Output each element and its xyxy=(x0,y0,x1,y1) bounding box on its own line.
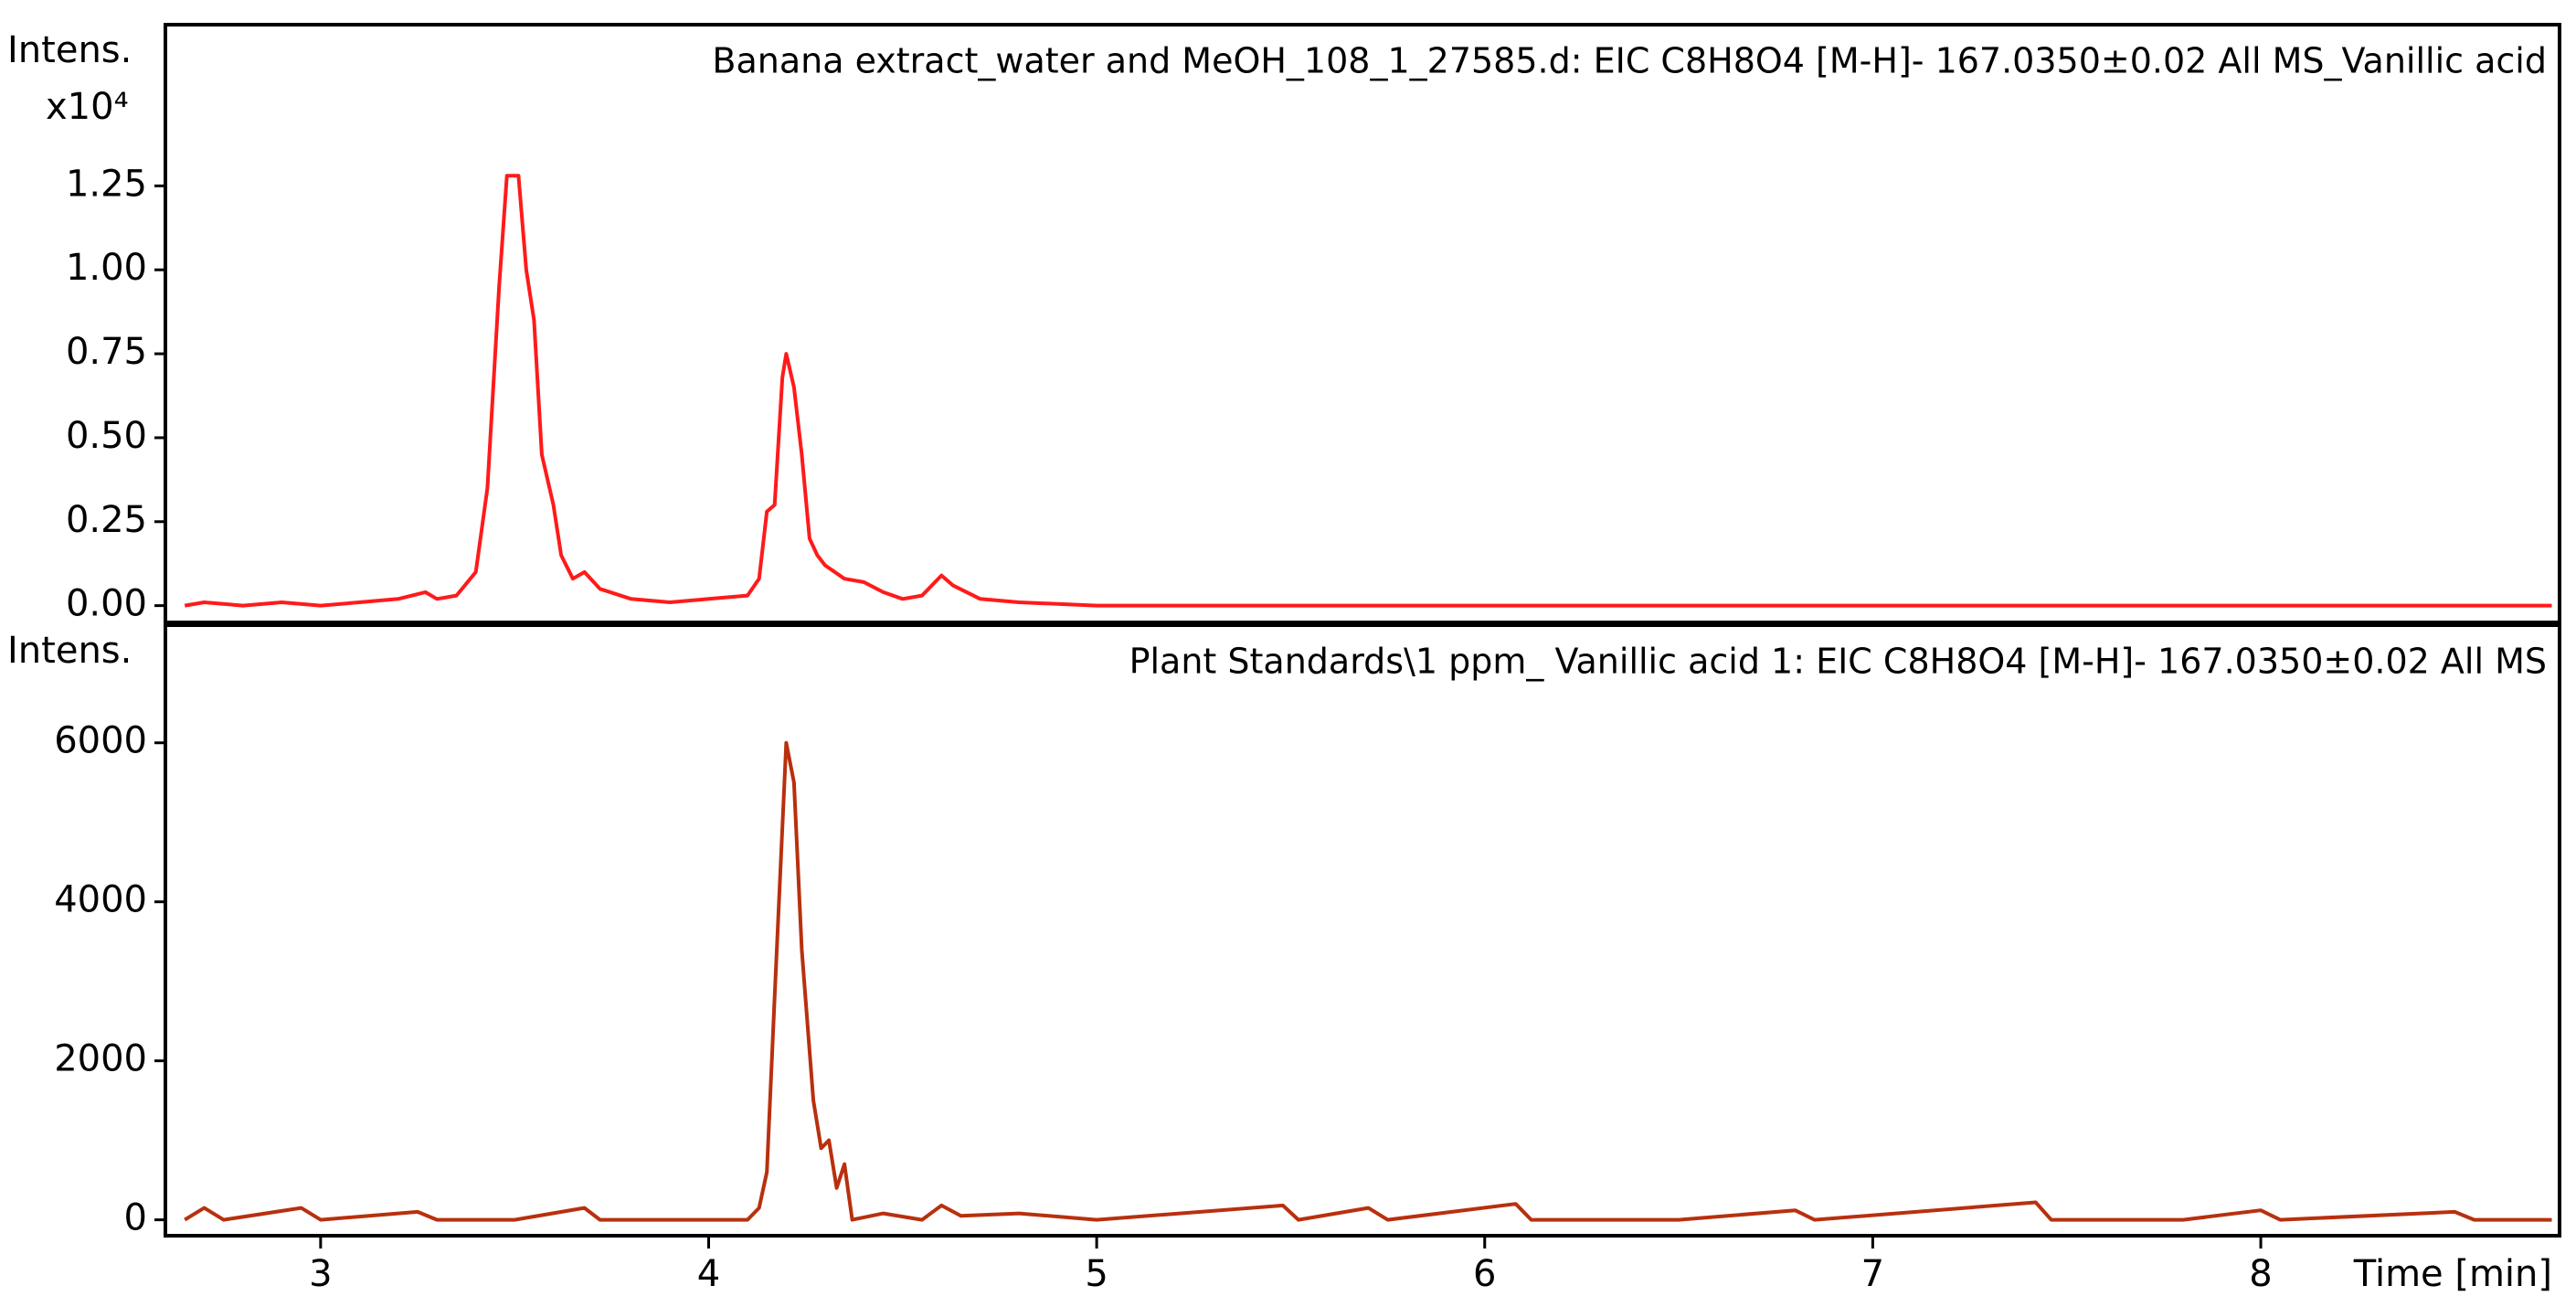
trace xyxy=(184,174,2552,608)
panel-title: Banana extract_water and MeOH_108_1_2758… xyxy=(712,41,2547,81)
x-tick-label: 4 xyxy=(697,1253,720,1295)
y-tick-label: 6000 xyxy=(54,720,147,762)
y-tick-label: 0.00 xyxy=(66,583,147,625)
y-tick-label: 1.25 xyxy=(66,163,147,205)
y-tick-label: 2000 xyxy=(54,1038,147,1080)
y-tick-label: 0.75 xyxy=(66,331,147,373)
y-tick-label: 1.00 xyxy=(66,247,147,289)
x-tick-label: 7 xyxy=(1861,1253,1884,1295)
plot-frame xyxy=(164,623,2561,1238)
y-scale-label: x10⁴ xyxy=(46,86,129,128)
panel-title: Plant Standards\1 ppm_ Vanillic acid 1: … xyxy=(1129,642,2547,682)
x-tick-label: 8 xyxy=(2249,1253,2272,1295)
y-tick-label: 0 xyxy=(124,1197,147,1239)
x-tick-label: 5 xyxy=(1085,1253,1108,1295)
y-tick-label: 0.50 xyxy=(66,415,147,457)
plot-frame xyxy=(164,23,2561,624)
y-axis-label: Intens. xyxy=(7,630,132,672)
x-tick-label: 3 xyxy=(309,1253,332,1295)
y-axis-label: Intens. xyxy=(7,29,132,71)
x-tick-label: 6 xyxy=(1473,1253,1496,1295)
trace xyxy=(184,740,2552,1222)
y-tick-label: 4000 xyxy=(54,879,147,921)
x-axis-label: Time [min] xyxy=(2353,1253,2552,1295)
y-tick-label: 0.25 xyxy=(66,499,147,541)
